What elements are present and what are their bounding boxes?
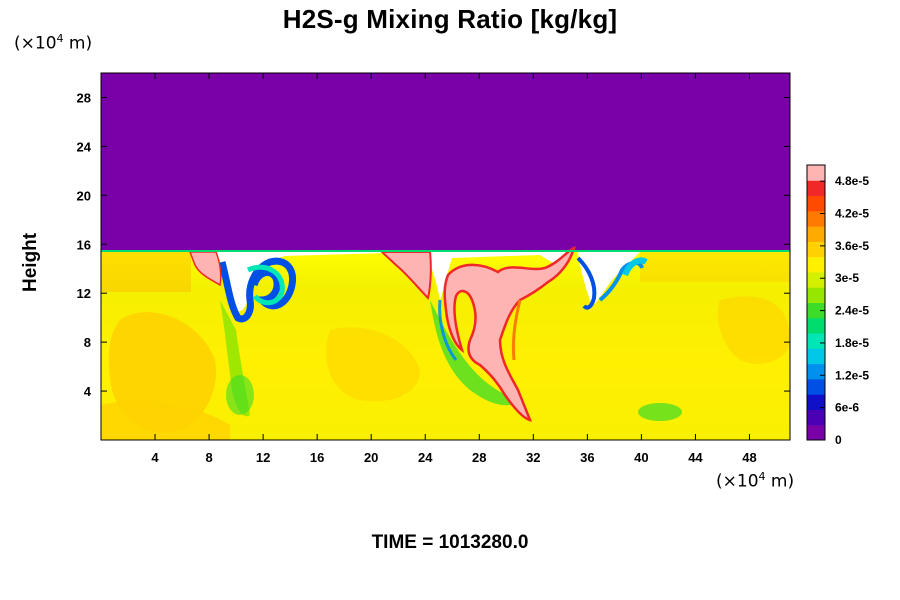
x-tick-label: 4 — [151, 450, 159, 465]
colorbar-tick-label: 3.6e-5 — [835, 239, 869, 253]
eddy-cyan-far-right — [622, 257, 648, 277]
colorbar-swatch — [807, 394, 825, 410]
colorbar-swatch — [807, 195, 825, 212]
x-tick-label: 8 — [205, 450, 212, 465]
eddy-blue-left — [218, 257, 297, 323]
x-tick-label: 48 — [742, 450, 756, 465]
colorbar-swatch — [807, 409, 825, 426]
eddy-blue-central — [438, 299, 458, 361]
x-tick-label: 36 — [580, 450, 594, 465]
x-tick-label: 24 — [418, 450, 433, 465]
band-layer-left — [101, 252, 191, 292]
patch-green-central — [430, 300, 520, 406]
y-tick-label: 24 — [77, 139, 92, 154]
colorbar-swatch — [807, 180, 825, 197]
patch-orange-mid — [326, 327, 420, 402]
x-axis-unit: (×104 m) — [716, 470, 794, 492]
y-unit-suffix: m) — [63, 33, 93, 54]
field-upper-zero — [101, 73, 790, 251]
colorbar-swatch — [807, 241, 825, 258]
colorbar-tick-label: 1.2e-5 — [835, 368, 869, 382]
colorbar-swatch — [807, 210, 825, 227]
colorbar-tick-label: 4.2e-5 — [835, 207, 869, 221]
patch-green-lower — [226, 375, 254, 415]
x-tick-label: 32 — [526, 450, 540, 465]
x-unit-prefix: (×10 — [716, 471, 759, 492]
y-tick-label: 4 — [84, 384, 92, 399]
colorbar-tick-label: 1.8e-5 — [835, 336, 869, 350]
y-tick-label: 28 — [77, 90, 91, 105]
colorbar-swatch — [807, 256, 825, 273]
colorbar: 0 6e-6 1.2e-5 1.8e-5 2.4e-5 3e-5 3.6e-5 4.2e-5 4… — [806, 164, 869, 447]
colorbar-swatch — [807, 378, 825, 395]
colorbar-swatch — [807, 302, 825, 319]
colorbar-frame — [806, 164, 826, 441]
heatmap-field — [101, 73, 790, 440]
colorbar-swatch — [807, 348, 825, 365]
colorbar-tick-label: 6e-6 — [835, 401, 859, 415]
y-unit-prefix: (×10 — [14, 33, 57, 54]
x-axis: 4 8 12 16 20 24 28 32 36 40 44 48 — [151, 73, 757, 465]
y-tick-label: 12 — [77, 286, 91, 301]
patch-orange-bottom — [101, 401, 230, 440]
chart-title: H2S-g Mixing Ratio [kg/kg] — [282, 4, 618, 34]
y-unit-exponent: 4 — [56, 32, 64, 45]
plume-pink-left — [188, 251, 222, 287]
x-unit-exponent: 4 — [758, 470, 766, 483]
colorbar-swatch — [807, 424, 825, 441]
x-tick-label: 12 — [256, 450, 270, 465]
x-tick-label: 40 — [634, 450, 648, 465]
patch-orange-right — [717, 296, 790, 364]
band-layer-right — [640, 252, 790, 282]
plume-orange-rim — [511, 299, 522, 361]
y-axis-unit: (×104 m) — [14, 32, 92, 54]
y-axis: 4 8 12 16 20 24 28 — [77, 90, 790, 399]
y-tick-label: 16 — [77, 237, 91, 252]
y-tick-label: 8 — [84, 335, 91, 350]
colorbar-swatch — [807, 271, 825, 288]
x-tick-label: 16 — [310, 450, 324, 465]
colorbar-tick-label: 0 — [835, 433, 842, 447]
colorbar-swatch — [807, 317, 825, 334]
colorbar-tick-label: 3e-5 — [835, 271, 859, 285]
x-tick-label: 28 — [472, 450, 486, 465]
colorbar-tick-label: 4.8e-5 — [835, 174, 869, 188]
x-tick-label: 44 — [688, 450, 703, 465]
colorbar-swatch — [807, 287, 825, 303]
colorbar-swatch — [807, 363, 825, 380]
plume-pink-central — [379, 251, 432, 300]
eddy-cyan-left — [246, 264, 285, 306]
y-tick-label: 20 — [77, 188, 91, 203]
colorbar-tick-label: 2.4e-5 — [835, 304, 869, 318]
time-label: TIME = 1013280.0 — [371, 532, 529, 553]
x-tick-label: 20 — [364, 450, 378, 465]
plot-frame — [100, 72, 791, 441]
colorbar-swatch — [807, 333, 825, 349]
patch-green-right — [638, 403, 682, 421]
colorbar-swatch — [807, 165, 825, 181]
eddy-blue-right — [576, 256, 597, 310]
x-unit-suffix: m) — [765, 471, 795, 492]
colorbar-swatch — [807, 226, 825, 242]
